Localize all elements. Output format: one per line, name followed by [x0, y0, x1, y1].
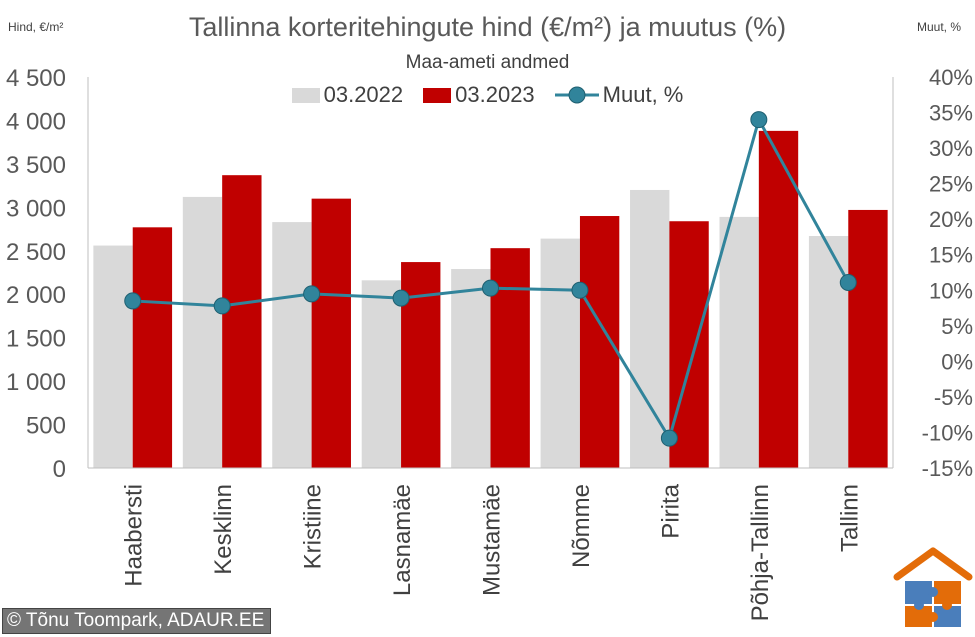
change-point [482, 279, 499, 297]
right-axis-unit-label: Muut, % [916, 20, 961, 34]
x-category-label: Nõmme [568, 484, 595, 568]
house-puzzle-logo-icon [893, 547, 973, 627]
change-point [303, 285, 321, 303]
change-point [839, 273, 857, 291]
y-right-tick-label: 15% [929, 243, 973, 268]
bar-03.2023 [669, 221, 709, 468]
chart-subtitle: Maa-ameti andmed [405, 52, 570, 73]
legend-item-2023: 03.2023 [423, 82, 535, 108]
y-left-tick-label: 3 000 [6, 195, 66, 222]
x-category-label: Tallinn [836, 484, 863, 552]
x-category-label: Haabersti [121, 484, 148, 587]
bar-03.2022 [272, 222, 312, 468]
bar-03.2022 [451, 269, 491, 468]
x-category-label: Lasnamäe [389, 484, 416, 596]
y-left-tick-label: 4 000 [6, 108, 66, 135]
bar-03.2022 [182, 196, 223, 468]
bar-03.2023 [222, 175, 262, 468]
chart-title: Tallinna korteritehingute hind (€/m²) ja… [188, 12, 787, 42]
change-point [660, 429, 678, 447]
chart-legend: 03.2022 03.2023 Muut, % [0, 82, 975, 108]
y-right-tick-label: -15% [922, 456, 973, 481]
change-point [213, 297, 231, 315]
bar-03.2022 [540, 238, 580, 468]
change-point [392, 289, 410, 307]
bar-03.2022 [361, 280, 402, 468]
y-right-tick-label: 20% [929, 207, 973, 232]
legend-swatch-2023 [423, 87, 452, 103]
bar-03.2023 [758, 130, 799, 469]
legend-label-2022: 03.2022 [323, 82, 404, 107]
bar-03.2022 [808, 236, 849, 468]
y-left-tick-label: 500 [26, 413, 66, 440]
y-right-tick-label: 25% [929, 172, 973, 197]
bar-03.2022 [719, 216, 759, 468]
y-left-tick-label: 0 [53, 456, 66, 483]
x-category-label: Põhja-Tallinn [747, 484, 774, 621]
y-left-tick-label: 2 000 [6, 282, 66, 309]
bar-03.2023 [401, 262, 441, 468]
y-right-tick-label: 5% [941, 314, 973, 339]
change-point [124, 292, 142, 310]
y-right-tick-label: 0% [941, 349, 973, 374]
bar-03.2023 [490, 248, 530, 468]
bar-03.2023 [848, 209, 888, 468]
legend-label-2023: 03.2023 [455, 82, 535, 107]
credit-badge: © Tõnu Toompark, ADAUR.EE [2, 608, 272, 634]
change-point [750, 111, 768, 129]
y-right-tick-label: 30% [929, 136, 973, 161]
y-left-tick-label: 2 500 [6, 239, 66, 266]
bar-03.2022 [630, 189, 670, 468]
y-left-tick-label: 1 500 [6, 326, 66, 353]
legend-item-2022: 03.2022 [291, 82, 404, 108]
legend-label-change: Muut, % [602, 82, 684, 107]
y-right-tick-label: 10% [929, 278, 973, 303]
x-category-label: Kristiine [300, 484, 327, 569]
legend-line-marker-icon [554, 86, 599, 104]
x-category-label: Kesklinn [210, 484, 237, 575]
y-right-tick-label: -5% [934, 385, 973, 410]
x-category-label: Pirita [657, 483, 684, 538]
bar-03.2023 [579, 216, 620, 468]
change-point [571, 281, 589, 299]
y-left-tick-label: 3 500 [6, 152, 66, 179]
y-left-tick-label: 1 000 [6, 369, 66, 396]
bar-03.2023 [311, 198, 351, 468]
bar-03.2023 [132, 227, 173, 468]
bar-03.2022 [93, 245, 133, 468]
left-axis-unit-label: Hind, €/m² [8, 20, 64, 34]
legend-swatch-2022 [291, 87, 320, 103]
legend-item-change: Muut, % [554, 82, 684, 108]
y-right-tick-label: -10% [922, 420, 973, 445]
x-category-label: Mustamäe [479, 484, 506, 596]
change-line [132, 115, 850, 442]
